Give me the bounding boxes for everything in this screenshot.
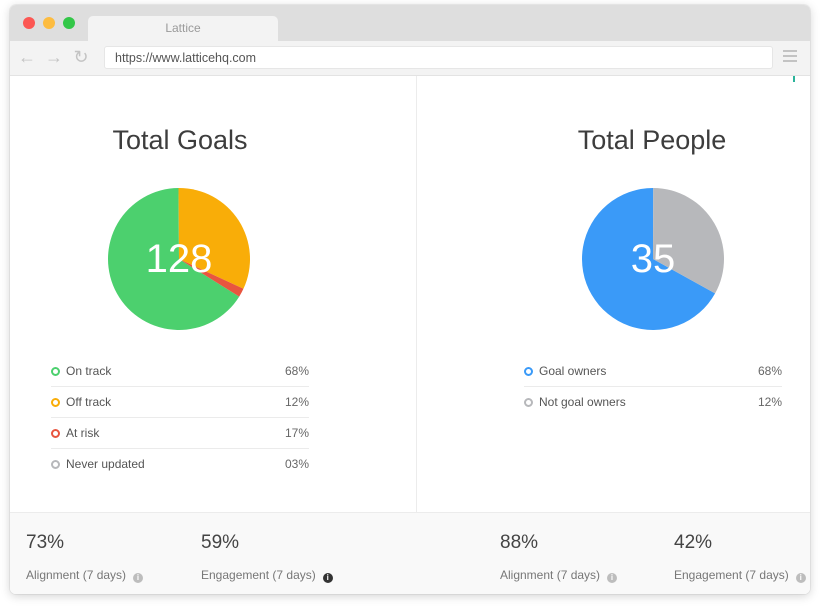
info-icon[interactable]: i	[133, 573, 144, 583]
goals-legend: On track 68% Off track 12% At risk 17% N…	[51, 356, 309, 479]
pie-slice-off-track[interactable]	[178, 188, 250, 289]
browser-toolbar: ← → ↻ https://www.latticehq.com	[10, 41, 810, 76]
pie-slice-not-goal-owners[interactable]	[653, 188, 724, 294]
stats-footer: 73% Alignment (7 days) i 59% Engagement (…	[10, 512, 810, 594]
legend-percent: 03%	[284, 457, 309, 471]
pie-slice-goal-owners[interactable]	[582, 188, 716, 330]
legend-label: Never updated	[66, 457, 145, 471]
legend-label: Not goal owners	[539, 395, 626, 409]
people-pie-chart[interactable]	[582, 188, 724, 330]
legend-item: Off track 12%	[51, 387, 309, 418]
legend-label: Off track	[66, 395, 112, 409]
gray-ring-icon	[51, 460, 60, 469]
stat-label: Engagement (7 days) i	[674, 568, 806, 583]
orange-ring-icon	[51, 398, 60, 407]
dashboard-content: Total Goals 128 On track 68% Off track 1…	[10, 76, 810, 594]
stat-label-text: Engagement (7 days)	[201, 568, 316, 582]
goals-total-value: 128	[145, 237, 213, 281]
info-icon[interactable]: i	[795, 573, 806, 583]
stat-label-text: Alignment (7 days)	[26, 568, 127, 582]
minimize-window-button[interactable]	[43, 17, 55, 29]
legend-percent: 12%	[757, 395, 782, 409]
legend-percent: 68%	[757, 364, 782, 378]
stat-label: Alignment (7 days) i	[26, 568, 144, 583]
stat-value: 73%	[26, 532, 65, 553]
close-window-button[interactable]	[23, 17, 35, 29]
url-bar[interactable]: https://www.latticehq.com	[104, 46, 773, 69]
info-icon[interactable]: i	[322, 573, 333, 583]
info-icon[interactable]: i	[607, 573, 618, 583]
legend-percent: 17%	[284, 426, 309, 440]
people-legend: Goal owners 68% Not goal owners 12%	[524, 356, 782, 417]
pie-slice-on-track[interactable]	[108, 188, 240, 330]
browser-window: Lattice ← → ↻ https://www.latticehq.com …	[10, 5, 810, 594]
reload-icon[interactable]: ↻	[73, 47, 89, 67]
title-bar: Lattice	[10, 5, 810, 41]
forward-arrow-icon[interactable]: →	[45, 47, 63, 67]
stat-label: Alignment (7 days) i	[500, 568, 618, 583]
maximize-window-button[interactable]	[63, 17, 75, 29]
goals-pie-chart[interactable]	[108, 188, 250, 330]
back-arrow-icon[interactable]: ←	[18, 47, 36, 67]
legend-item: On track 68%	[51, 356, 309, 387]
panel-divider	[416, 76, 417, 594]
accent-marker	[793, 76, 795, 82]
red-ring-icon	[51, 429, 60, 438]
stat-value: 42%	[674, 532, 713, 553]
stat-value: 59%	[201, 532, 240, 553]
people-total-value: 35	[630, 237, 676, 281]
legend-item: Not goal owners 12%	[524, 387, 782, 417]
stat-label-text: Engagement (7 days)	[674, 568, 789, 582]
pie-slice-at-risk[interactable]	[179, 259, 244, 297]
legend-item: Goal owners 68%	[524, 356, 782, 387]
legend-percent: 12%	[284, 395, 309, 409]
people-panel: Total People 35 Goal owners 68% Not goal…	[417, 76, 810, 512]
goals-panel: Total Goals 128 On track 68% Off track 1…	[10, 76, 416, 512]
blue-ring-icon	[524, 367, 533, 376]
legend-label: On track	[66, 364, 112, 378]
stat-label-text: Alignment (7 days)	[500, 568, 601, 582]
hamburger-menu-icon[interactable]	[783, 50, 797, 65]
people-title: Total People	[577, 125, 727, 155]
legend-label: At risk	[66, 426, 100, 440]
legend-label: Goal owners	[539, 364, 607, 378]
green-ring-icon	[51, 367, 60, 376]
legend-percent: 68%	[284, 364, 309, 378]
browser-tab[interactable]: Lattice	[88, 16, 278, 41]
legend-item: At risk 17%	[51, 418, 309, 449]
stat-value: 88%	[500, 532, 539, 553]
gray-ring-icon	[524, 398, 533, 407]
stat-label: Engagement (7 days) i	[201, 568, 333, 583]
legend-item: Never updated 03%	[51, 449, 309, 479]
goals-title: Total Goals	[112, 125, 248, 155]
